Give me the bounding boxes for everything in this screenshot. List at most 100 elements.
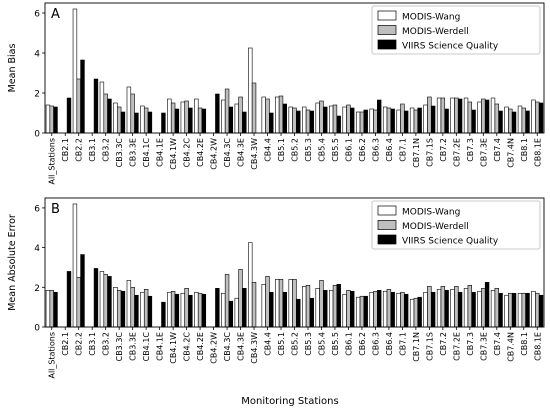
bar	[53, 291, 58, 328]
bar	[126, 280, 132, 328]
x-tick-label: CB6.4	[385, 332, 394, 356]
bar	[248, 47, 253, 134]
legend-swatch	[377, 234, 397, 245]
y-tick-label: 2	[34, 90, 40, 100]
bar	[355, 111, 361, 134]
bar	[373, 290, 378, 328]
x-axis-title: Monitoring Stations	[241, 396, 338, 407]
x-tick-label: CB7.4	[493, 138, 502, 162]
bar	[120, 290, 126, 328]
bar	[363, 109, 368, 134]
x-tick-label: CB7.4	[493, 332, 502, 356]
legend-label: MODIS-Wang	[402, 208, 460, 218]
x-tick-label: CB5.3	[304, 332, 313, 356]
x-tick-label: CB4.3C	[223, 138, 232, 168]
bar	[143, 288, 149, 328]
panel-letter: B	[51, 202, 60, 217]
bar	[332, 285, 338, 328]
x-tick-label: CB7.1S	[425, 332, 434, 361]
bar	[508, 292, 513, 328]
bar	[440, 286, 446, 328]
bar	[332, 104, 338, 134]
x-tick-label: CB5.1	[277, 332, 286, 356]
bar	[436, 97, 442, 134]
bar	[400, 291, 405, 328]
bar	[481, 98, 486, 134]
x-tick-label: CB7.2E	[452, 138, 461, 167]
legend-swatch	[377, 25, 397, 35]
x-tick-label: CB6.2	[358, 332, 367, 356]
x-tick-label: CB4.3E	[237, 332, 246, 361]
x-tick-label: CB3.3E	[129, 332, 138, 361]
bar	[107, 276, 112, 328]
bar	[323, 106, 328, 134]
x-tick-label: CB3.2	[102, 332, 111, 356]
x-tick-label: CB5.1	[277, 138, 286, 162]
bar	[531, 290, 536, 328]
bar	[427, 286, 432, 328]
panel-letter: A	[51, 7, 60, 22]
bar	[278, 279, 284, 328]
x-tick-label: CB8.1	[520, 332, 529, 356]
bar	[167, 291, 172, 328]
x-tick-label: CB4.1W	[169, 138, 178, 170]
bar	[427, 96, 432, 134]
bar	[471, 109, 476, 134]
x-tick-label: CB4.4	[264, 138, 273, 162]
bar	[336, 284, 341, 328]
bar	[525, 110, 530, 134]
x-tick-label: CB3.2	[102, 138, 111, 162]
bar	[184, 100, 189, 134]
x-tick-label: CB4.2E	[196, 332, 205, 361]
bar	[201, 108, 207, 134]
bar	[72, 203, 78, 328]
bar	[471, 291, 476, 328]
x-tick-label: CB4.3E	[237, 138, 246, 167]
x-tick-label: CB5.2	[291, 138, 300, 162]
bar	[490, 97, 496, 134]
x-tick-label: CB4.2W	[210, 332, 219, 364]
bar	[377, 289, 382, 328]
bar	[342, 106, 347, 134]
bar	[403, 293, 409, 328]
bar	[174, 293, 180, 328]
x-tick-label: CB6.4	[385, 138, 394, 162]
bar	[511, 292, 517, 328]
bar	[444, 108, 449, 134]
y-axis-title: Mean Absolute Error	[7, 214, 18, 311]
x-tick-label: CB8.1E	[533, 332, 542, 361]
bar	[103, 274, 108, 328]
bar	[535, 101, 540, 134]
x-tick-label: CB2.2	[75, 332, 84, 356]
bar	[517, 105, 523, 134]
bar	[45, 104, 51, 134]
x-tick-label: CB4.2C	[183, 138, 192, 168]
x-tick-label: CB8.1	[520, 138, 529, 162]
x-tick-label: CB4.2C	[183, 332, 192, 362]
bar	[369, 291, 374, 328]
bar	[167, 98, 172, 134]
bar	[417, 296, 422, 328]
bar	[305, 109, 311, 134]
x-tick-label: CB8.1E	[533, 138, 542, 167]
bar	[288, 106, 293, 134]
bar	[538, 294, 544, 328]
bar	[224, 88, 230, 134]
bar	[450, 97, 455, 134]
x-tick-label: CB7.4N	[506, 138, 515, 168]
bar	[396, 292, 401, 328]
x-tick-label: CB3.1	[88, 332, 97, 356]
bar	[423, 291, 428, 328]
x-tick-label: CB5.5	[331, 138, 340, 162]
legend-box	[371, 200, 541, 250]
bar	[134, 112, 139, 134]
x-tick-label: CB7.3	[466, 332, 475, 356]
bar	[369, 108, 374, 134]
bar	[538, 102, 544, 134]
bar	[467, 285, 473, 328]
bar	[305, 285, 311, 328]
legend-swatch	[377, 10, 397, 21]
x-tick-label: CB6.1	[344, 332, 353, 356]
bar	[194, 291, 199, 328]
